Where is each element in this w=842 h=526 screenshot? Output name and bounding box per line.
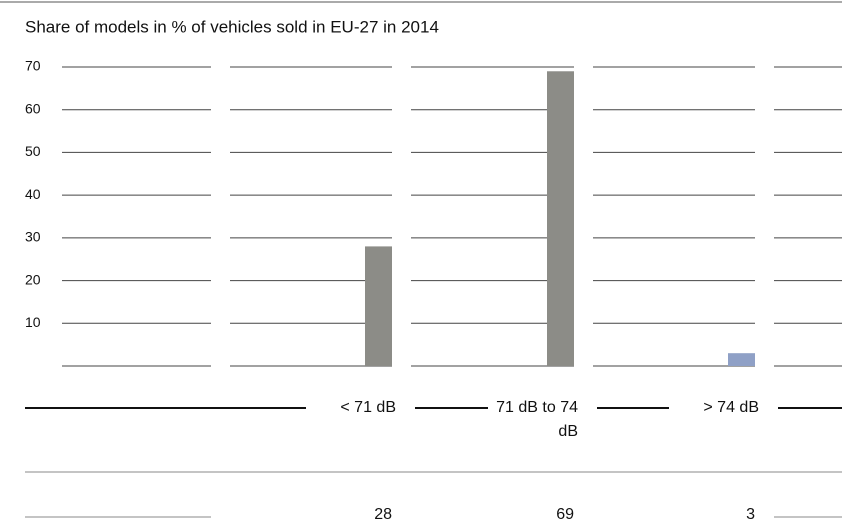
category-label: > 74 dB [669,396,778,420]
y-tick-label: 40 [25,186,41,202]
y-tick-label: 50 [25,143,41,159]
y-tick-label: 70 [25,58,41,74]
category-label: 71 dB to 74 dB [488,396,597,444]
value-label: 28 [332,503,392,526]
y-tick-label: 30 [25,229,41,245]
category-label: < 71 dB [306,396,415,420]
chart-title: Share of models in % of vehicles sold in… [25,17,439,36]
value-label: 3 [695,503,755,526]
y-tick-label: 10 [25,314,41,330]
value-label: 69 [514,503,574,526]
bar [728,353,755,366]
bar [365,246,392,366]
y-tick-label: 20 [25,271,41,287]
bar [547,71,574,367]
y-tick-label: 60 [25,100,41,116]
